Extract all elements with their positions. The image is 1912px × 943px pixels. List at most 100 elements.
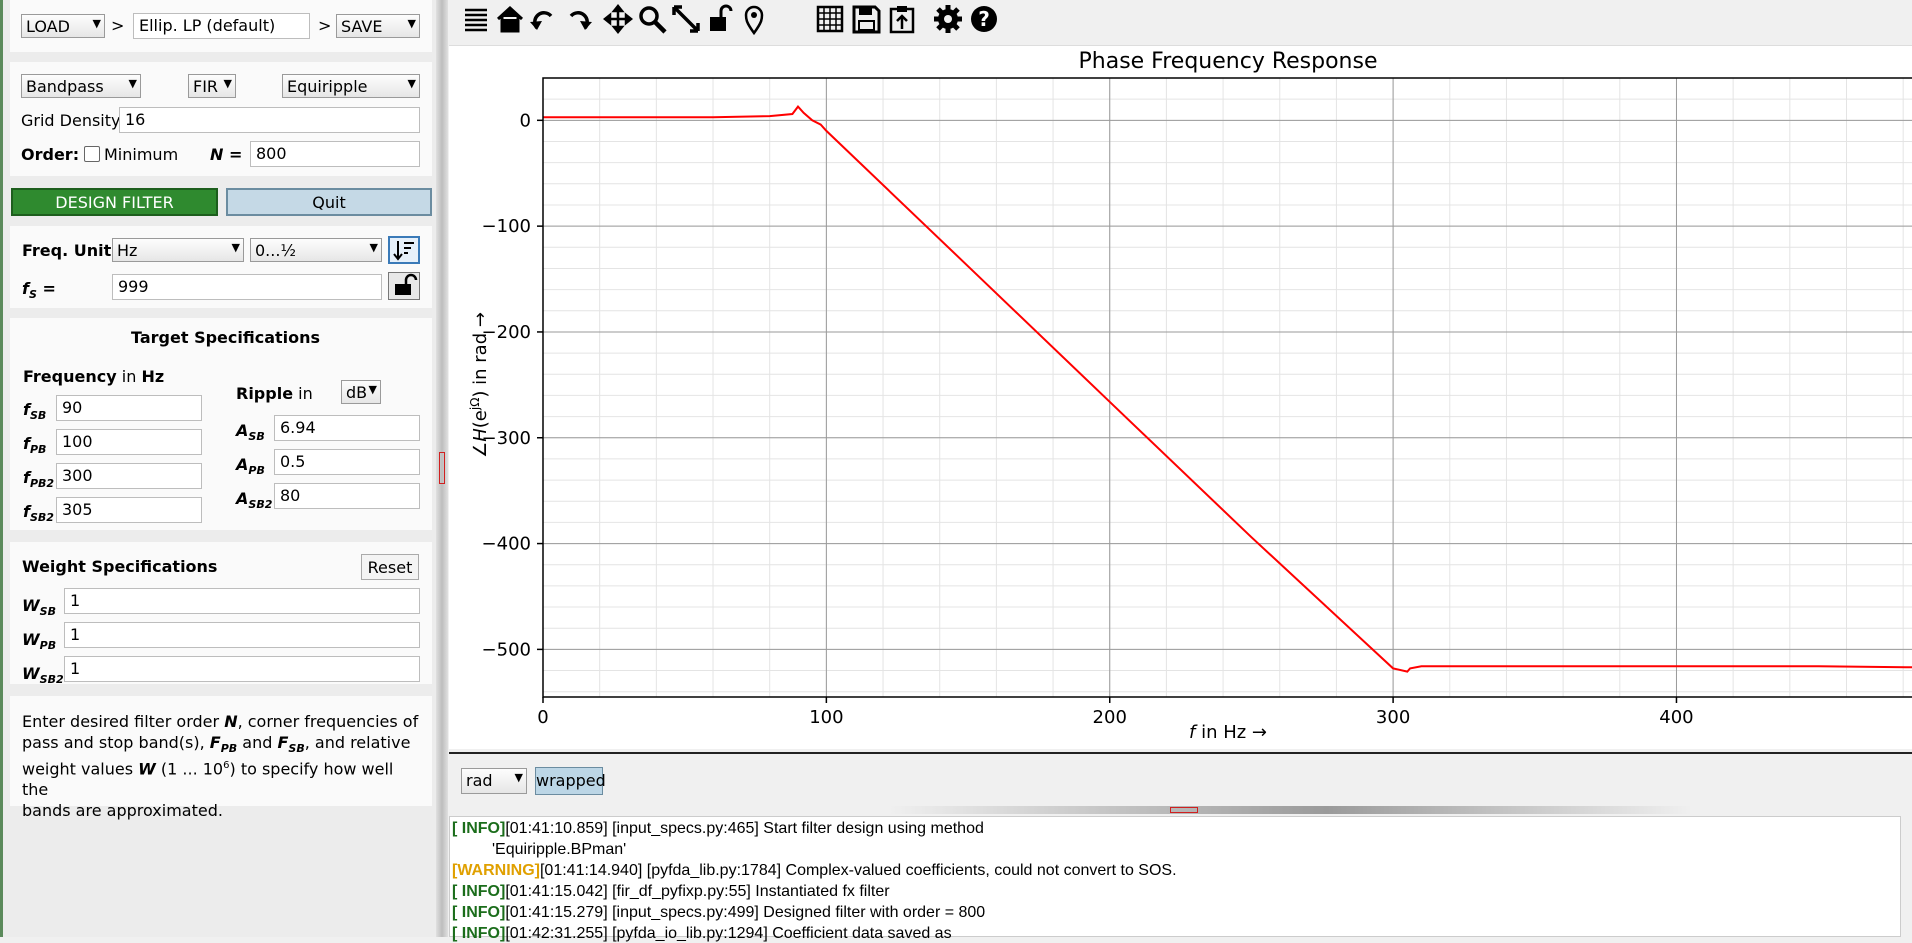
weight-specs-title: Weight Specifications <box>22 557 218 576</box>
amp-spec-label: ASB2 <box>236 489 273 511</box>
plot-frame <box>542 77 1912 698</box>
freq-range-combo[interactable]: 0...½ ▼ <box>250 238 382 262</box>
weight-label: WPB <box>22 630 57 652</box>
pan-icon[interactable] <box>601 2 635 36</box>
ripple-header: Ripple in <box>236 384 313 403</box>
zoom-full-icon[interactable] <box>669 2 703 36</box>
splitter-vertical[interactable] <box>436 0 448 937</box>
ripple-unit-combo[interactable]: dB ▼ <box>341 380 381 404</box>
home-icon[interactable] <box>493 2 527 36</box>
log-text: [01:42:31.255] [pyfda_io_lib.py:1294] Co… <box>505 925 952 942</box>
help-icon[interactable]: ? <box>967 2 1001 36</box>
grid-icon[interactable] <box>813 2 847 36</box>
grid-density-field[interactable]: 16 <box>119 107 420 133</box>
log-line: [ INFO][01:41:15.042] [fir_df_pyfixp.py:… <box>452 883 890 901</box>
chevron-down-icon: ▼ <box>128 77 137 90</box>
y-tick-label: −100 <box>482 216 531 237</box>
freq-spec-field[interactable]: 300 <box>56 463 202 489</box>
freq-spec-label: fPB2 <box>23 468 55 490</box>
minimum-checkbox[interactable] <box>84 146 100 162</box>
splitter-handle[interactable] <box>1170 807 1198 813</box>
save-icon[interactable] <box>849 2 883 36</box>
lock-fs-button[interactable] <box>388 272 420 300</box>
splitter-horizontal[interactable] <box>449 806 1912 814</box>
amp-spec-field[interactable]: 80 <box>274 483 420 509</box>
menu-icon[interactable] <box>459 2 493 36</box>
amp-spec-label: APB <box>236 455 265 477</box>
log-level-info: [ INFO] <box>452 925 506 942</box>
amp-spec-field[interactable]: 0.5 <box>274 449 420 475</box>
amp-spec-field[interactable]: 6.94 <box>274 415 420 441</box>
chevron-down-icon: ▼ <box>514 771 523 784</box>
sort-button[interactable] <box>388 236 420 264</box>
quit-button[interactable]: Quit <box>226 188 432 216</box>
weight-label: WSB <box>22 596 56 618</box>
x-tick-label: 200 <box>1093 707 1127 728</box>
grid-density-label: Grid Density <box>21 111 121 130</box>
fs-field[interactable]: 999 <box>112 274 382 300</box>
design-filter-button[interactable]: DESIGN FILTER <box>11 188 218 216</box>
arrow-separator: > <box>111 16 125 35</box>
help-line: pass and stop band(s), FPB and FSB, and … <box>22 733 411 755</box>
load-combo[interactable]: LOAD ▼ <box>21 14 105 38</box>
filter-class-combo[interactable]: FIR ▼ <box>188 74 236 98</box>
weight-field[interactable]: 1 <box>64 656 420 682</box>
help-line: bands are approximated. <box>22 801 223 821</box>
log-line: [ INFO][01:42:31.255] [pyfda_io_lib.py:1… <box>452 925 952 943</box>
minimum-label: Minimum <box>104 145 179 164</box>
sort-icon <box>393 241 414 261</box>
log-panel <box>449 816 1901 937</box>
log-text: [01:41:14.940] [pyfda_lib.py:1784] Compl… <box>539 862 1177 879</box>
plot-options-bar <box>449 752 1912 808</box>
chart-title: Phase Frequency Response <box>1079 49 1378 74</box>
x-tick-label: 0 <box>537 707 548 728</box>
order-n-field[interactable]: 800 <box>250 141 420 167</box>
log-text: [01:41:15.042] [fir_df_pyfixp.py:55] Ins… <box>505 883 890 900</box>
frequency-header: Frequency in Hz <box>23 367 165 386</box>
freq-spec-field[interactable]: 100 <box>56 429 202 455</box>
freq-spec-field[interactable]: 305 <box>56 497 202 523</box>
y-tick-label: 0 <box>520 110 531 131</box>
weight-field[interactable]: 1 <box>64 622 420 648</box>
grid-major <box>542 78 1912 697</box>
freq-unit-label: Freq. Unit <box>22 241 112 260</box>
svg-text:?: ? <box>978 7 990 31</box>
redo-icon[interactable] <box>561 2 595 36</box>
y-tick-label: −200 <box>482 322 531 343</box>
clipboard-icon[interactable] <box>885 2 919 36</box>
freq-unit-combo[interactable]: Hz ▼ <box>112 238 244 262</box>
log-text: 'Equiripple.BPman' <box>492 841 627 858</box>
y-axis-label: ∠H(ejΩ) in rad → <box>468 312 491 458</box>
zoom-icon[interactable] <box>635 2 669 36</box>
x-tick-label: 100 <box>809 707 843 728</box>
fs-label: fS = <box>22 279 56 301</box>
chevron-down-icon: ▼ <box>407 17 416 30</box>
wrapped-toggle[interactable]: wrapped <box>535 767 606 795</box>
freq-spec-label: fSB2 <box>23 502 54 524</box>
y-tick-label: −400 <box>482 534 531 555</box>
method-combo[interactable]: Equiripple ▼ <box>282 74 420 98</box>
chevron-down-icon: ▼ <box>369 241 378 254</box>
chevron-down-icon: ▼ <box>231 241 240 254</box>
phase-unit-combo[interactable]: rad ▼ <box>461 768 527 794</box>
y-tick-label: −500 <box>482 639 531 660</box>
log-level-info: [ INFO] <box>452 904 506 921</box>
weight-label: WSB2 <box>22 664 64 686</box>
lock-icon[interactable] <box>703 2 737 36</box>
settings-icon[interactable] <box>931 2 965 36</box>
filter-name-field[interactable]: Ellip. LP (default) <box>133 13 310 39</box>
weight-field[interactable]: 1 <box>64 588 420 614</box>
save-combo[interactable]: SAVE ▼ <box>336 14 420 38</box>
phase-series-line <box>543 105 1912 673</box>
splitter-handle[interactable] <box>439 452 445 484</box>
log-line: 'Equiripple.BPman' <box>492 841 626 859</box>
freq-spec-field[interactable]: 90 <box>56 395 202 421</box>
reset-button[interactable]: Reset <box>361 554 419 580</box>
unlock-icon <box>395 273 418 295</box>
target-specs-title: Target Specifications <box>131 328 321 347</box>
log-line: [WARNING][01:41:14.940] [pyfda_lib.py:17… <box>452 862 1177 880</box>
marker-icon[interactable] <box>737 2 771 36</box>
undo-icon[interactable] <box>527 2 561 36</box>
response-type-combo[interactable]: Bandpass ▼ <box>21 74 141 98</box>
log-level-info: [ INFO] <box>452 883 506 900</box>
